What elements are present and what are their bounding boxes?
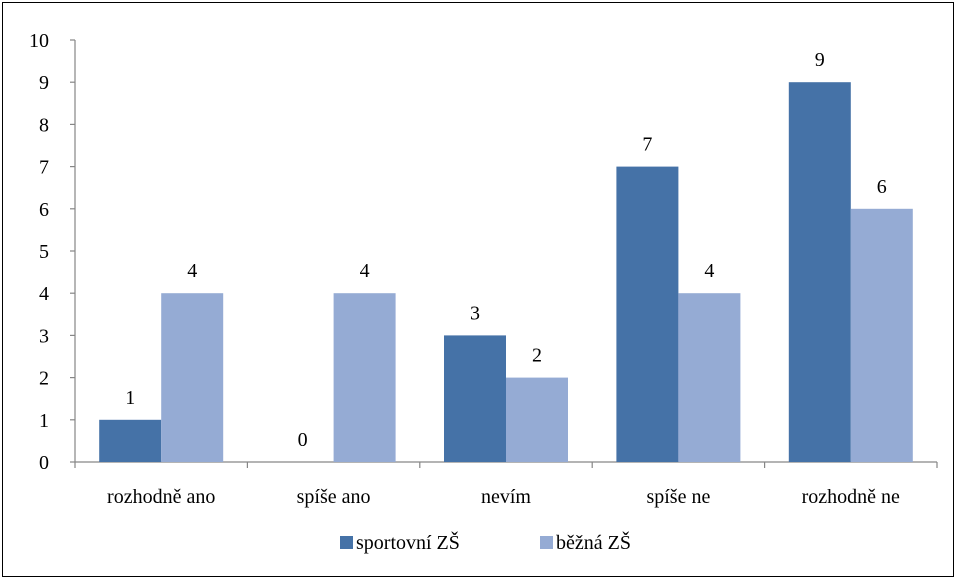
data-label: 6 [877, 176, 887, 198]
legend-swatch [540, 536, 553, 549]
data-label: 0 [298, 429, 308, 451]
bar-bezna [678, 293, 741, 462]
y-tick-label: 8 [39, 114, 49, 136]
y-tick-label: 9 [39, 72, 49, 94]
y-tick-label: 4 [39, 283, 49, 305]
bar-sportovni [616, 166, 679, 462]
y-tick-label: 5 [39, 241, 49, 263]
y-tick-label: 1 [39, 410, 49, 432]
bar-bezna [333, 293, 396, 462]
y-tick-label: 2 [39, 368, 49, 390]
y-tick-label: 6 [39, 199, 49, 221]
bar-sportovni [99, 419, 162, 462]
data-label: 4 [187, 260, 197, 282]
bar-bezna [506, 377, 568, 462]
y-tick-label: 7 [39, 157, 49, 179]
y-axis: 0 1 2 3 4 5 6 7 8 9 10 [29, 30, 76, 474]
y-tick-label: 10 [29, 30, 49, 52]
category-label: spíše ano [297, 486, 371, 508]
bar-sportovni [788, 82, 851, 462]
data-label: 4 [360, 260, 370, 282]
data-label: 4 [704, 260, 714, 282]
data-label: 9 [815, 49, 825, 71]
x-axis: rozhodně ano spíše ano nevím spíše ne rozhod… [74, 461, 938, 508]
y-tick-label: 0 [39, 452, 49, 474]
data-label: 2 [532, 345, 542, 367]
legend-label: sportovní ZŠ [356, 530, 460, 554]
legend-label: běžná ZŠ [556, 530, 631, 554]
category-label: rozhodně ne [802, 486, 900, 508]
data-label: 3 [470, 302, 480, 324]
bar-bezna [161, 293, 224, 462]
data-label: 7 [642, 134, 652, 156]
category-label: rozhodně ano [107, 486, 215, 508]
legend-swatch [340, 536, 353, 549]
bar-bezna [850, 208, 913, 462]
bars [99, 82, 913, 462]
data-label: 1 [125, 387, 135, 409]
legend: sportovní ZŠ běžná ZŠ [340, 530, 631, 554]
bar-sportovni [444, 335, 506, 462]
category-label: nevím [481, 486, 531, 508]
category-label: spíše ne [646, 486, 710, 508]
data-labels: 1 0 3 7 9 4 4 2 4 6 [125, 49, 887, 451]
y-tick-label: 3 [39, 325, 49, 347]
